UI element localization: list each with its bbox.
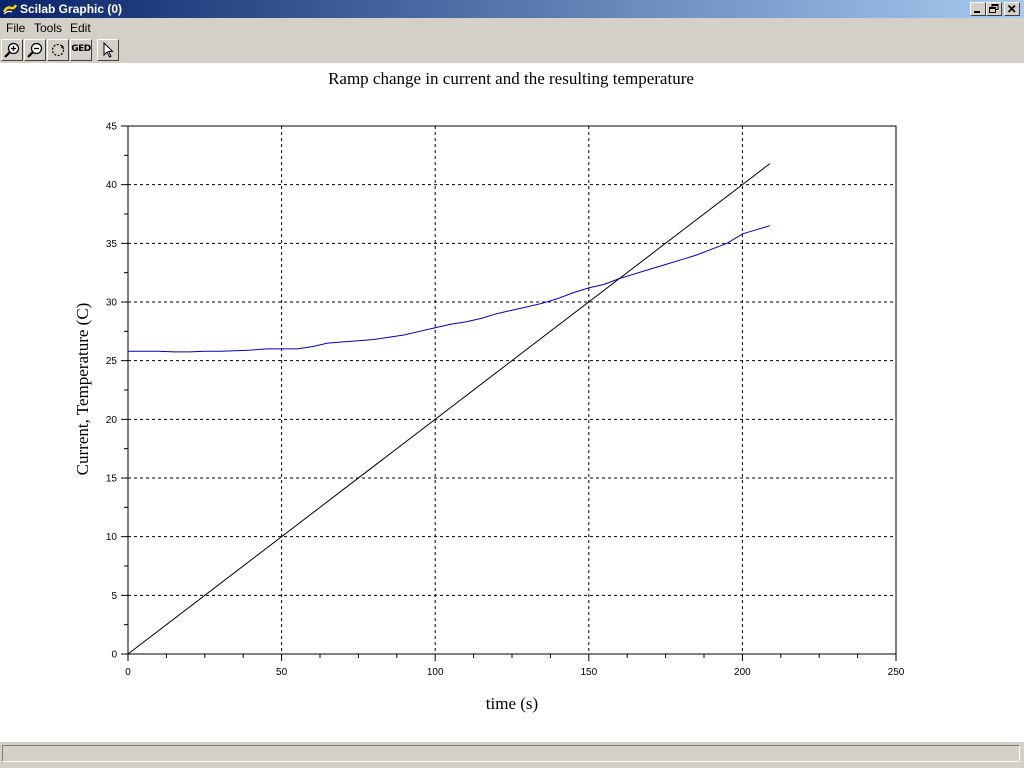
menu-bar: File Tools Edit: [0, 18, 1024, 37]
y-tick-label: 10: [106, 532, 118, 543]
restore-button[interactable]: [986, 2, 1002, 16]
ticks: 0 50 100 150 200 250 0 5 10 15 20 25 30 35 40 45: [106, 122, 905, 679]
y-tick-label: 0: [111, 650, 117, 661]
temperature-line: [128, 225, 771, 353]
graphic-canvas[interactable]: 0 50 100 150 200 250 0 5 10 15 20 25 30 35 40 45 Ramp c…: [0, 63, 1024, 742]
menu-edit[interactable]: Edit: [70, 21, 91, 35]
window-title: Scilab Graphic (0): [20, 2, 123, 16]
x-tick-label: 0: [125, 667, 131, 678]
status-bar: [0, 742, 1024, 768]
series: [127, 163, 771, 655]
menu-tools[interactable]: Tools: [34, 21, 62, 35]
y-tick-label: 5: [111, 591, 117, 602]
minimize-icon: [974, 11, 980, 13]
y-tick-label: 30: [106, 298, 118, 309]
y-tick-label: 20: [106, 415, 118, 426]
zoom-out-button[interactable]: [24, 39, 46, 61]
menu-file-label: File: [6, 21, 26, 35]
restore-icon: [989, 4, 999, 13]
y-tick-label: 25: [106, 356, 118, 367]
x-tick-label: 100: [427, 667, 444, 678]
x-tick-label: 50: [276, 667, 288, 678]
menu-file[interactable]: File: [6, 21, 25, 35]
zoom-out-icon: [27, 42, 43, 58]
minimize-button[interactable]: [970, 2, 986, 16]
chart: 0 50 100 150 200 250 0 5 10 15 20 25 30 35 40 45 Ramp c…: [73, 69, 905, 713]
y-tick-label: 35: [106, 239, 118, 250]
rotate-icon: [51, 43, 65, 57]
window-title-bar[interactable]: Scilab Graphic (0): [0, 0, 1024, 18]
x-tick-label: 150: [580, 667, 597, 678]
y-tick-label: 40: [106, 180, 118, 191]
close-button[interactable]: [1004, 2, 1020, 16]
close-icon: [1007, 4, 1016, 13]
menu-edit-label: Edit: [70, 21, 91, 35]
x-axis-label: time (s): [486, 694, 538, 713]
current-ramp-line: [127, 163, 771, 655]
zoom-in-button[interactable]: [1, 39, 23, 61]
rotate-button[interactable]: [47, 39, 69, 61]
chart-title: Ramp change in current and the resulting…: [328, 69, 694, 88]
toolbar: GED: [0, 37, 1024, 63]
y-axis-label: Current, Temperature (C): [73, 303, 92, 476]
ged-button[interactable]: GED: [70, 39, 92, 61]
zoom-in-icon: [4, 42, 20, 58]
y-tick-label: 45: [106, 122, 118, 133]
ged-icon: GED: [71, 44, 91, 54]
x-tick-label: 250: [888, 667, 905, 678]
scilab-icon: [3, 4, 17, 15]
pointer-icon: [103, 41, 114, 58]
x-tick-label: 200: [734, 667, 751, 678]
menu-tools-label: Tools: [34, 21, 63, 35]
pointer-button[interactable]: [97, 39, 119, 61]
y-tick-label: 15: [106, 474, 118, 485]
status-field: [2, 745, 1020, 762]
grid: [128, 126, 896, 654]
axes-box: [127, 125, 897, 655]
